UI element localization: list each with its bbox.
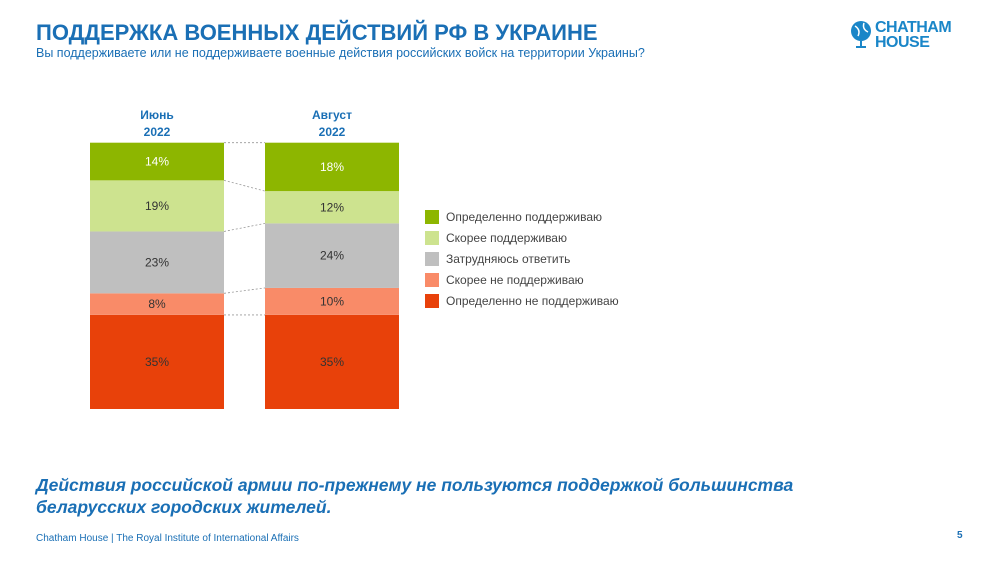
data-label: 35% bbox=[145, 355, 169, 369]
logo-line2: HOUSE bbox=[875, 34, 930, 51]
category-label: Август bbox=[312, 108, 352, 122]
category-label: 2022 bbox=[144, 125, 171, 139]
conclusion-line-1: Действия российской армии по-прежнему не… bbox=[36, 475, 794, 495]
legend-swatch bbox=[425, 231, 439, 245]
conclusion-line-2: беларусских городских жителей. bbox=[36, 497, 332, 517]
category-label: 2022 bbox=[319, 125, 346, 139]
bar-segment bbox=[90, 231, 224, 294]
connector-line bbox=[223, 179, 266, 192]
data-label: 12% bbox=[320, 200, 344, 214]
connector-line bbox=[223, 287, 266, 294]
legend-label: Скорее не поддерживаю bbox=[446, 273, 584, 287]
legend-swatch bbox=[425, 210, 439, 224]
bar-segment bbox=[265, 287, 399, 315]
bar-segment bbox=[265, 223, 399, 288]
chatham-house-logo: CHATHAM HOUSE bbox=[850, 19, 952, 51]
page-subtitle: Вы поддерживаете или не поддерживаете во… bbox=[36, 46, 645, 60]
legend-swatch bbox=[425, 273, 439, 287]
conclusion-text: Действия российской армии по-прежнему не… bbox=[36, 474, 793, 518]
bar-segment bbox=[90, 142, 224, 181]
legend-label: Затрудняюсь ответить bbox=[446, 252, 570, 266]
connector-line bbox=[223, 222, 266, 232]
data-label: 10% bbox=[320, 294, 344, 308]
bar-segment bbox=[90, 314, 224, 409]
footer-text: Chatham House | The Royal Institute of I… bbox=[36, 533, 299, 544]
data-label: 8% bbox=[148, 297, 166, 311]
legend-label: Определенно поддерживаю bbox=[446, 210, 602, 224]
data-label: 24% bbox=[320, 249, 344, 263]
logo-line1: CHATHAM bbox=[875, 19, 952, 36]
data-label: 19% bbox=[145, 199, 169, 213]
data-label: 23% bbox=[145, 255, 169, 269]
stacked-bar-chart: 35% 8% 23% 19% 14% Июнь 2022 35% 10% 24% 12% 18% Авг… bbox=[90, 108, 619, 409]
legend-label: Скорее поддерживаю bbox=[446, 231, 567, 245]
bar-segment bbox=[265, 191, 399, 224]
category-label: Июнь bbox=[140, 108, 174, 122]
legend-swatch bbox=[425, 252, 439, 266]
data-label: 14% bbox=[145, 155, 169, 169]
data-label: 18% bbox=[320, 160, 344, 174]
page-title: ПОДДЕРЖКА ВОЕННЫХ ДЕЙСТВИЙ РФ В УКРАИНЕ bbox=[36, 20, 598, 45]
bar-segment bbox=[90, 180, 224, 232]
bar-segment bbox=[265, 142, 399, 192]
page-number: 5 bbox=[957, 530, 963, 541]
bar-segment bbox=[90, 293, 224, 315]
bar-segment bbox=[265, 314, 399, 409]
data-label: 35% bbox=[320, 355, 344, 369]
legend-swatch bbox=[425, 294, 439, 308]
globe-icon bbox=[851, 21, 871, 48]
legend-label: Определенно не поддерживаю bbox=[446, 294, 619, 308]
